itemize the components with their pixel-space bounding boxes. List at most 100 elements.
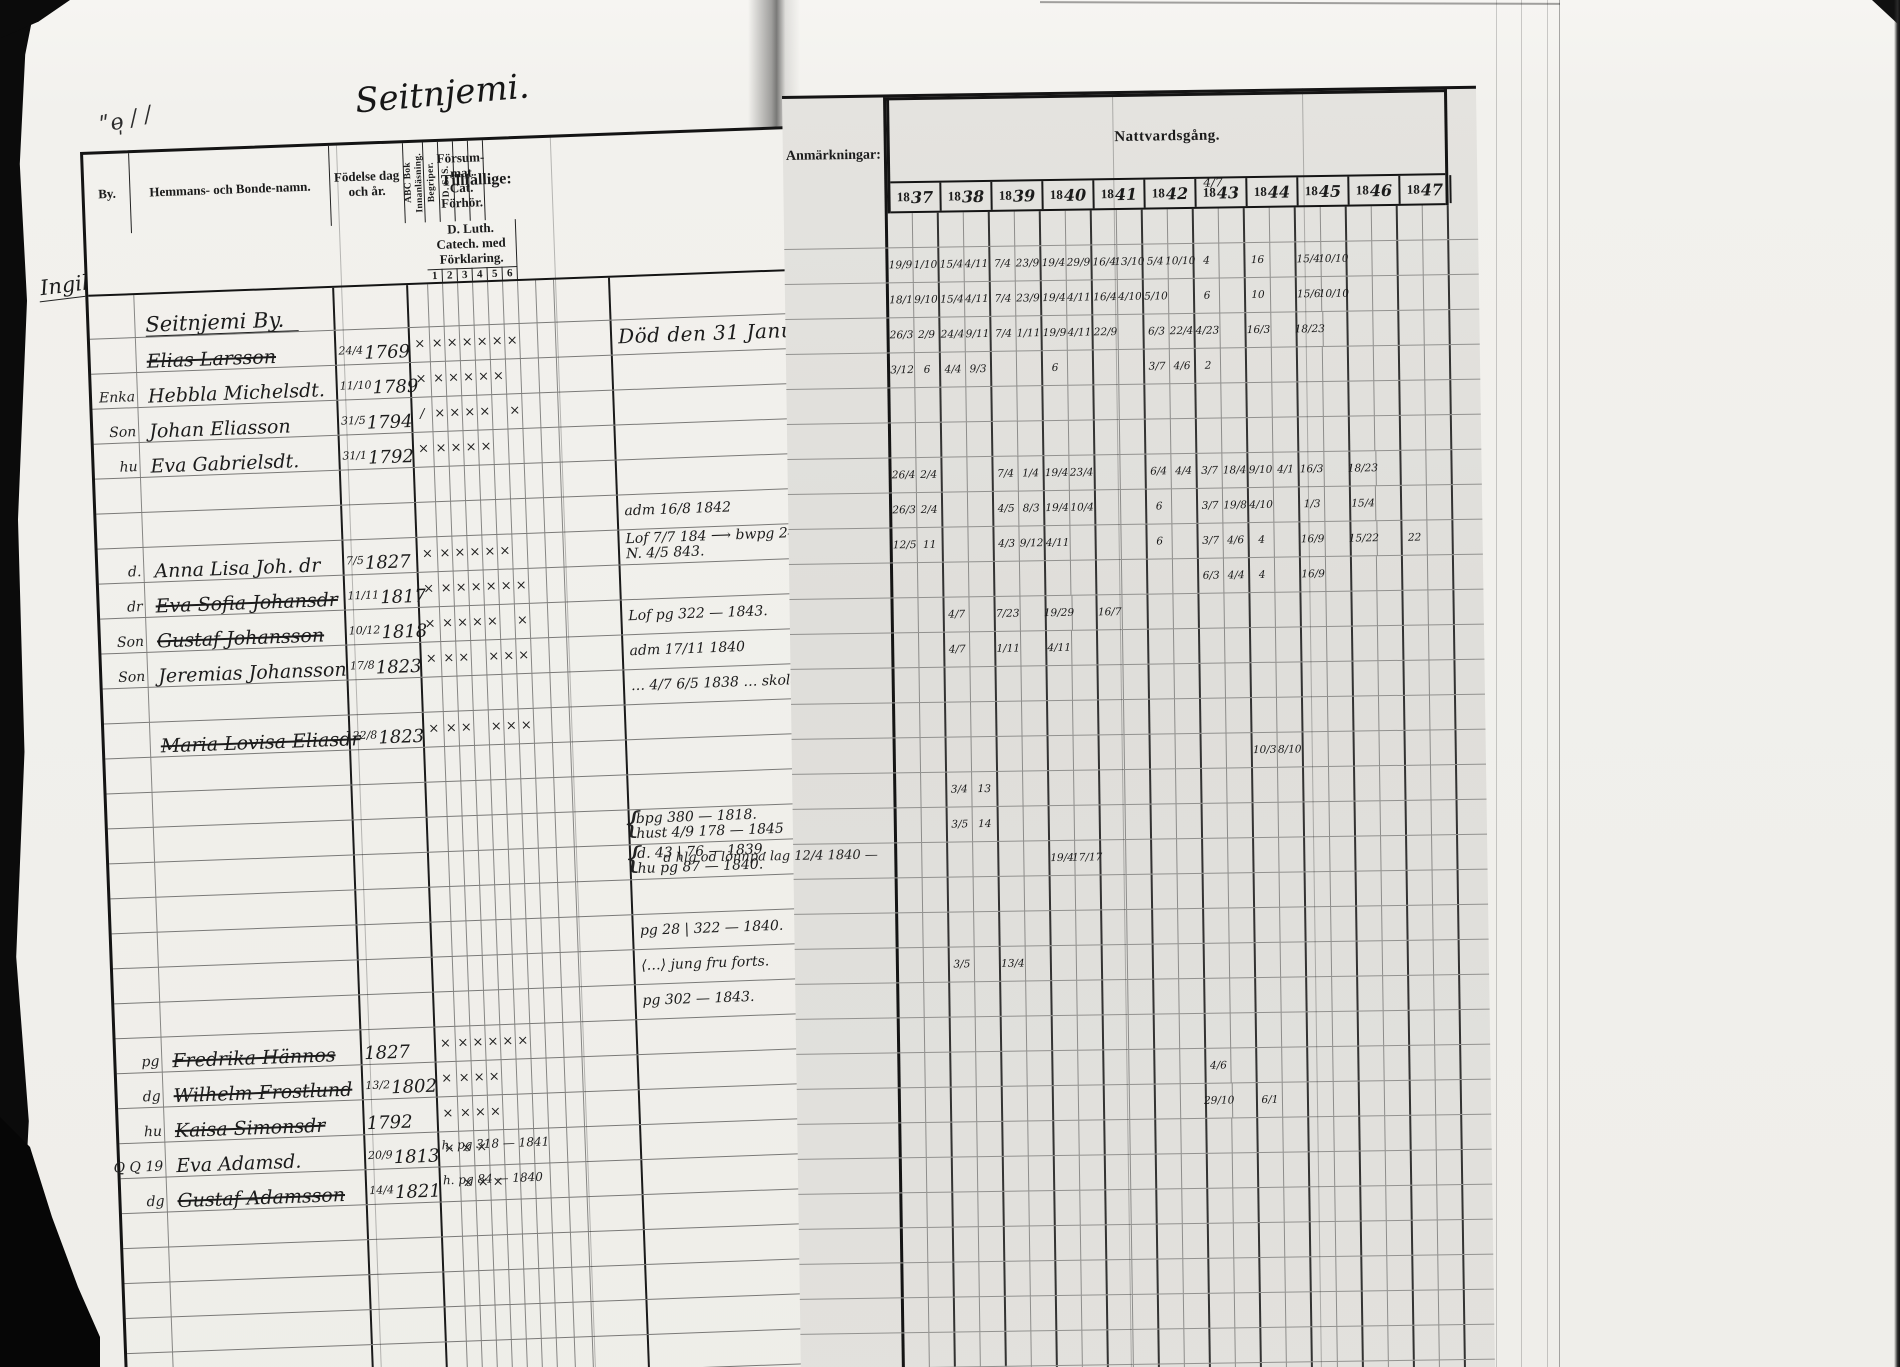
row-margin-cell <box>102 687 150 724</box>
mark-cell <box>554 777 574 812</box>
communion-year-cell <box>1147 558 1200 594</box>
communion-year-cell: 3/7 4/6 <box>1198 523 1250 558</box>
communion-year-cell <box>1347 240 1399 276</box>
mark-cell <box>477 815 494 850</box>
communion-year-cell <box>1358 975 1410 1011</box>
anmarkningar-cell <box>798 1193 903 1229</box>
communion-year-cell <box>1056 1260 1108 1296</box>
communion-year-cell <box>946 701 998 737</box>
forsummat-cell <box>565 600 624 637</box>
mark-cell: × <box>498 569 515 604</box>
right-table-header: Anmärkningar: Nattvardsgång. 18 37 18 38 18 3… <box>782 85 1478 215</box>
mark-cell <box>546 567 566 602</box>
communion-year-cell <box>899 982 951 1018</box>
communion-year-cell: 6 <box>1042 350 1095 386</box>
forsummat-cell <box>578 950 636 987</box>
communion-year-cell: 15/4 4/11 <box>939 281 992 317</box>
mark-cell: × <box>439 606 457 641</box>
communion-year-cell <box>1260 1257 1312 1293</box>
communion-year-cell <box>951 1051 1003 1087</box>
communion-year-cell <box>894 667 947 703</box>
forsummat-cell <box>581 1019 639 1057</box>
mark-cell: × <box>418 571 440 607</box>
communion-year-cell <box>1006 1331 1058 1366</box>
mark-cell <box>448 851 466 886</box>
communion-year-cell <box>1209 1258 1261 1293</box>
communion-year-cell <box>892 562 945 598</box>
mark-cell: × <box>504 323 521 359</box>
anmarkningar-cell <box>795 983 900 1019</box>
birth-date-cell <box>352 782 428 820</box>
forsummat-cell <box>588 1229 647 1266</box>
communion-year-cell: 7/4 23/9 <box>990 281 1043 316</box>
mark-cell <box>511 498 528 534</box>
mark-cell: × <box>453 570 470 606</box>
birth-date-cell: 24/4 1769 <box>335 327 411 365</box>
mark-cell <box>451 500 468 536</box>
mark-cell <box>446 781 463 816</box>
anmarkningar-cell <box>797 1158 903 1194</box>
forsummat-cell <box>590 1264 648 1301</box>
communion-year-cell <box>950 1016 1003 1052</box>
anmarkningar-cell <box>797 1123 902 1159</box>
mark-cell <box>540 882 560 918</box>
mark-cell <box>537 812 557 848</box>
communion-year-cell <box>943 526 995 562</box>
mark-cell: × <box>456 640 473 676</box>
communion-year-cell <box>897 877 950 913</box>
communion-year-cell <box>1409 975 1461 1010</box>
mark-cell <box>502 674 519 709</box>
year-label: 18 37 <box>890 182 942 212</box>
communion-year-cell <box>1200 663 1252 698</box>
corner-scribble: ʺɵ̩ / / <box>97 102 155 139</box>
column-header-abc: ABC Bok Innanläsning. <box>402 142 426 224</box>
mark-cell <box>467 955 484 991</box>
communion-year-cell <box>1097 629 1150 665</box>
mark-cell <box>511 1339 529 1367</box>
communion-year-cell <box>1398 275 1451 310</box>
communion-year-cell <box>1353 695 1406 731</box>
row-margin-cell <box>103 722 152 759</box>
anmarkningar-cell <box>788 528 893 564</box>
mark-cell: × <box>438 571 455 606</box>
mark-cell <box>499 604 517 639</box>
communion-year-cell <box>1247 417 1300 453</box>
communion-year-cell <box>1158 1258 1210 1294</box>
mark-cell <box>464 1270 481 1306</box>
mark-cell <box>540 1303 557 1338</box>
mark-cell <box>522 813 539 849</box>
year-label: 18 47 <box>1400 175 1452 204</box>
row-margin-cell: Enka <box>91 372 139 409</box>
communion-year-cell: 19/9 1/10 <box>888 247 940 283</box>
mark-cell: × <box>443 711 460 746</box>
communion-year-cell <box>1210 1328 1262 1363</box>
communion-year-cell <box>1254 872 1307 908</box>
mark-cell: × <box>429 326 446 362</box>
mark-cell <box>550 672 570 707</box>
mark-cell <box>545 532 565 567</box>
communion-year-cell: 6/3 4/4 <box>1198 558 1251 593</box>
mark-cell <box>558 882 578 917</box>
mark-cell <box>528 567 548 603</box>
mark-cell <box>509 463 526 499</box>
birth-date-cell: 1792 <box>363 1097 440 1134</box>
communion-year-cell: 6/3 22/4 <box>1144 313 1196 349</box>
mark-cell: × <box>448 430 465 466</box>
row-margin-cell: hu <box>93 442 141 479</box>
communion-year-cell <box>1352 590 1404 626</box>
anmarkningar-cell <box>787 458 892 494</box>
communion-year-cell: 22 <box>1402 520 1454 555</box>
communion-year-cell: 7/23 <box>995 596 1047 631</box>
forsummat-cell <box>583 1089 641 1126</box>
birth-date-cell: 31/1 1792 <box>339 432 415 470</box>
mark-cell: / <box>412 397 434 432</box>
mark-cell <box>543 497 564 533</box>
mark-cell: × <box>507 393 524 429</box>
communion-year-cell: 4/11 <box>1046 630 1099 666</box>
row-margin-cell <box>105 757 153 794</box>
communion-year-cell <box>1048 700 1100 736</box>
birth-date-cell: 31/5 1794 <box>338 397 414 435</box>
mark-cell: × <box>497 534 514 569</box>
mark-cell: × <box>413 432 435 467</box>
mark-cell <box>427 816 449 852</box>
